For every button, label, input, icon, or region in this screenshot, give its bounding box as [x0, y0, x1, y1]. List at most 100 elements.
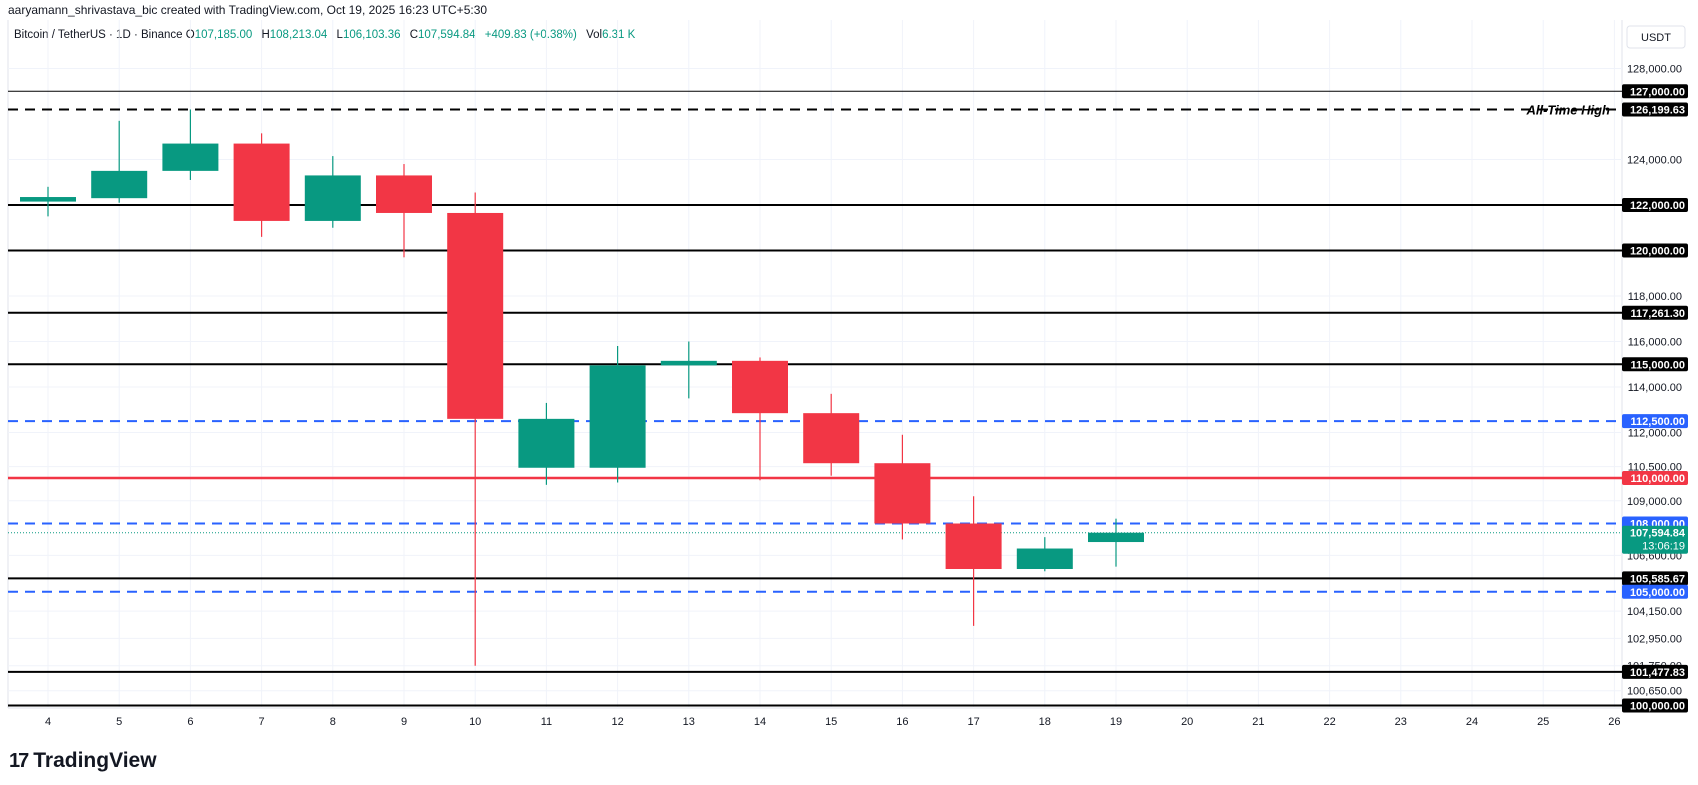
level-badge [1622, 198, 1688, 212]
level-badge [1622, 305, 1688, 320]
level-badge-label: 127,000.00 [1630, 86, 1685, 98]
level-badge-label: 122,000.00 [1630, 200, 1685, 212]
y-tick-label: 128,000.00 [1627, 64, 1682, 76]
volume-label: Vol [586, 29, 603, 41]
low-label: L [336, 29, 343, 41]
x-tick-label: 25 [1537, 716, 1549, 728]
x-tick-label: 15 [825, 716, 837, 728]
candle-body [304, 175, 361, 221]
currency-box [1626, 25, 1686, 49]
x-tick-label: 23 [1395, 716, 1407, 728]
currency-label: USDT [1641, 32, 1671, 44]
tradingview-logo-text: TradingView [33, 749, 157, 772]
candle-body [732, 360, 788, 414]
x-tick-label: 9 [401, 716, 407, 728]
y-tick-label: 114,000.00 [1628, 382, 1682, 394]
level-badge-label: 117,261.30 [1631, 308, 1685, 320]
x-tick-label: 22 [1323, 716, 1335, 728]
candle-body [803, 413, 860, 464]
x-tick-label: 13 [683, 716, 695, 728]
level-badge [1622, 102, 1688, 117]
candle-body [233, 143, 290, 221]
candle-body [589, 365, 646, 468]
level-badge [1622, 664, 1688, 679]
level-badge [1622, 84, 1688, 99]
candle-body [1088, 532, 1144, 543]
price-axis: 128,000.00 124,000.00 118,000.00 116,000.00… [1626, 25, 1686, 698]
tradingview-logo-icon: 17 [9, 749, 29, 772]
candle-body [91, 170, 148, 199]
level-badge [1622, 471, 1688, 485]
x-tick-label: 8 [330, 716, 336, 728]
y-tick-label: 109,000.00 [1627, 496, 1682, 508]
y-tick-label: 110,500.00 [1628, 462, 1682, 474]
level-annotation: All-Time High [1525, 102, 1610, 117]
horizontal-levels: All-Time High [8, 90, 1622, 707]
candle-body [945, 523, 1002, 569]
change-value: +409.83 (+0.38%) [484, 29, 577, 41]
level-badge-label: 115,000.00 [1631, 359, 1685, 371]
level-badge-label: 112,500.00 [1631, 416, 1685, 428]
y-tick-label: 124,000.00 [1627, 155, 1682, 167]
candlesticks [20, 109, 1144, 666]
x-tick-label: 4 [45, 716, 51, 728]
x-tick-label: 11 [541, 716, 552, 728]
y-tick-label: 102,950.00 [1627, 633, 1682, 645]
x-tick-label: 5 [116, 716, 122, 728]
x-tick-label: 24 [1466, 716, 1478, 728]
level-badge-label: 120,000.00 [1630, 246, 1685, 258]
y-tick-label: 116,000.00 [1628, 337, 1682, 349]
open-value: 107,185.00 [194, 29, 253, 41]
time-axis: 4 5 6 7 8 9 10 11 12 13 14 15 16 17 18 19 20 21 22 23 24 25 26 [45, 716, 1621, 728]
x-tick-label: 21 [1252, 716, 1264, 728]
level-badge [1622, 414, 1688, 429]
x-tick-label: 19 [1110, 716, 1122, 728]
x-tick-label: 7 [259, 716, 265, 728]
symbol-name[interactable]: Bitcoin / TetherUS · 1D · Binance [14, 29, 183, 41]
x-tick-label: 26 [1608, 716, 1620, 728]
candle-body [20, 197, 76, 202]
x-tick-label: 16 [896, 716, 908, 728]
tradingview-logo[interactable]: 17 TradingView [9, 749, 157, 773]
y-tick-label: 118,000.00 [1628, 291, 1682, 303]
x-tick-label: 17 [967, 716, 979, 728]
high-label: H [261, 29, 270, 41]
level-badges: 127,000.00 126,199.63 122,000.00 120,000.00… [1622, 84, 1688, 713]
x-tick-label: 6 [187, 716, 193, 728]
x-tick-label: 14 [754, 716, 766, 728]
close-value: 107,594.84 [418, 29, 476, 41]
volume-value: 6.31 K [602, 29, 636, 41]
level-badge-label: 105,000.00 [1630, 587, 1685, 599]
level-badge [1622, 584, 1688, 599]
level-badge-label: 105,585.67 [1630, 573, 1685, 585]
candle-body [162, 143, 219, 171]
countdown-label: 13:06:19 [1642, 541, 1685, 553]
x-tick-label: 10 [469, 716, 481, 728]
close-label: C [409, 29, 419, 41]
level-badge-label: 110,000.00 [1631, 473, 1685, 485]
level-badge [1622, 357, 1688, 372]
x-tick-label: 12 [611, 716, 623, 728]
level-badge [1622, 243, 1688, 258]
low-value: 106,103.36 [342, 29, 401, 41]
level-badge-label: 126,199.63 [1630, 104, 1685, 116]
y-tick-label: 100,650.00 [1627, 686, 1682, 698]
candle-body [660, 360, 717, 366]
level-badge [1622, 698, 1688, 713]
x-tick-label: 18 [1039, 716, 1051, 728]
high-value: 108,213.04 [269, 29, 328, 41]
current-price-label: 107,594.84 [1630, 528, 1686, 540]
y-tick-label: 104,150.00 [1627, 606, 1682, 618]
x-tick-label: 20 [1181, 716, 1193, 728]
candle-body [874, 463, 931, 524]
chart-attribution: aaryamann_shrivastava_bic created with T… [8, 3, 488, 17]
candle-body [518, 418, 575, 468]
candle-body [447, 212, 504, 419]
y-tick-label: 112,000.00 [1628, 428, 1682, 440]
level-badge-label: 101,477.83 [1630, 667, 1685, 679]
symbol-legend: Bitcoin / TetherUS · 1D · Binance O107,1… [14, 29, 641, 41]
level-badge [1622, 571, 1688, 586]
current-price-badge [1622, 525, 1688, 554]
price-chart[interactable]: All-Time High 128,000.00 124,000.00 118,00… [0, 0, 1698, 735]
candle-body [1016, 548, 1073, 569]
